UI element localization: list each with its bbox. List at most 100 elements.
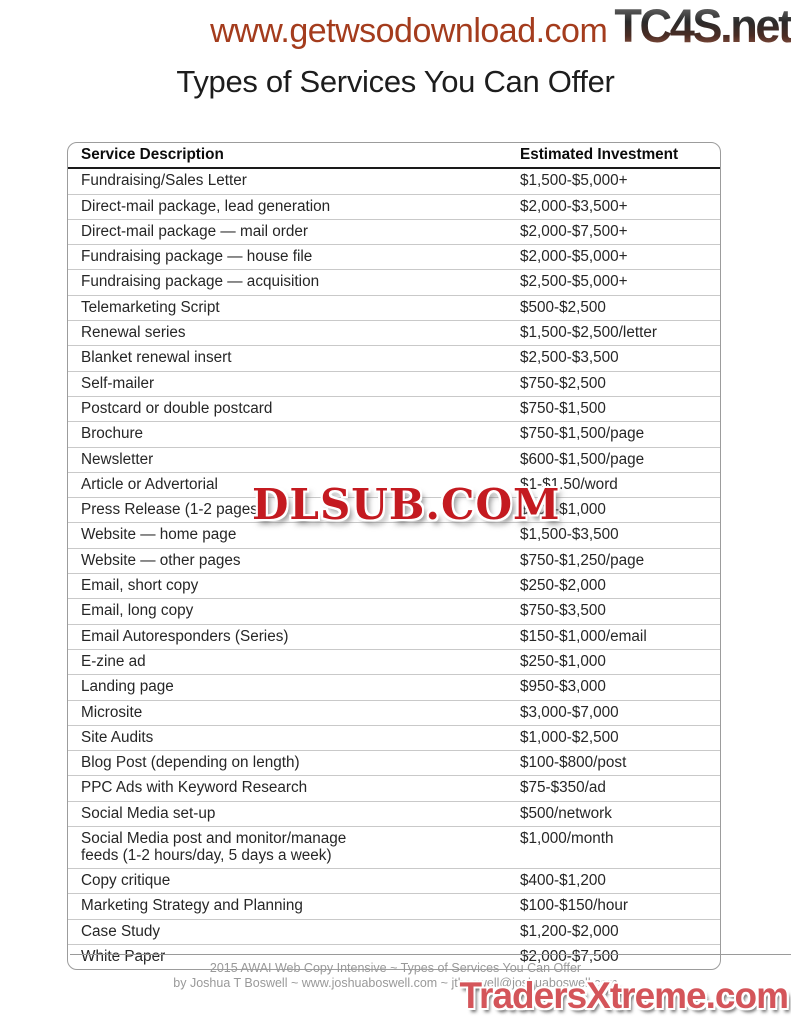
- estimated-investment-cell: $2,500-$5,000+: [520, 273, 628, 291]
- table-row: Fundraising package — acquisition $2,500-…: [68, 269, 720, 294]
- service-description-cell: Landing page: [81, 678, 174, 696]
- table-row: Postcard or double postcard $750-$1,500: [68, 395, 720, 421]
- table-row: Microsite $3,000-$7,000: [68, 699, 720, 725]
- estimated-investment-cell: $1,500-$2,500/letter: [520, 324, 657, 342]
- service-description-cell: Direct-mail package, lead generation: [81, 197, 331, 215]
- table-row: Article or Advertorial $1-$1.50/word: [68, 471, 720, 497]
- service-description-cell: Blog Post (depending on length): [81, 754, 300, 772]
- service-description-cell: White Paper: [81, 948, 166, 965]
- estimated-investment-cell: $950-$3,000: [520, 678, 606, 696]
- footer: 2015 AWAI Web Copy Intensive ~ Types of …: [0, 961, 791, 991]
- estimated-investment-cell: $400-$1,200: [520, 872, 606, 890]
- table-row: Landing page $950-$3,000: [68, 674, 720, 699]
- table-row: Fundraising/Sales Letter $1,500-$5,000+: [68, 169, 720, 193]
- service-description-cell: Newsletter: [81, 450, 154, 468]
- service-description-cell: Website — home page: [81, 526, 237, 544]
- service-description-cell: Article or Advertorial: [81, 475, 218, 493]
- estimated-investment-cell: $2,000-$7,500+: [520, 222, 628, 240]
- service-description-cell: Postcard or double postcard: [81, 399, 273, 417]
- service-description-cell: Fundraising/Sales Letter: [81, 172, 247, 190]
- service-description-cell: Telemarketing Script: [81, 298, 220, 316]
- footer-divider: [70, 954, 791, 955]
- estimated-investment-cell: $1-$1.50/word: [520, 475, 618, 493]
- service-description-cell: Renewal series: [81, 324, 186, 342]
- service-description-cell: Self-mailer: [81, 374, 155, 392]
- estimated-investment-cell: $100-$800/post: [520, 754, 627, 772]
- services-pricing-table: Service Description Estimated Investment…: [67, 142, 721, 971]
- estimated-investment-cell: $1,500-$5,000+: [520, 172, 628, 190]
- watermark-dlsub-overlay: DLSUB.COM: [250, 480, 562, 529]
- service-description-cell: Social Media post and monitor/manage fee…: [81, 830, 347, 864]
- watermark-getwsodownload-url[interactable]: www.getwsodownload.com: [210, 12, 608, 50]
- watermark-tc4s-logo: TC4S.net: [614, 0, 791, 52]
- service-description-cell: PPC Ads with Keyword Research: [81, 779, 308, 797]
- service-description-cell: E-zine ad: [81, 652, 146, 670]
- estimated-investment-cell: $100-$150/hour: [520, 897, 629, 915]
- estimated-investment-cell: $750-$2,500: [520, 374, 606, 392]
- table-row: Blanket renewal insert $2,500-$3,500: [68, 345, 720, 370]
- table-row: Site Audits $1,000-$2,500: [68, 724, 720, 750]
- table-row: Brochure $750-$1,500/page: [68, 421, 720, 446]
- estimated-investment-cell: $2,500-$3,500: [520, 349, 619, 367]
- service-description-cell: Site Audits: [81, 728, 154, 746]
- table-row: E-zine ad $250-$1,000: [68, 648, 720, 674]
- table-row: Direct-mail package — mail order $2,000-$…: [68, 218, 720, 244]
- estimated-investment-cell: $500-$1,000: [520, 501, 606, 519]
- top-watermark-bar: www.getwsodownload.com TC4S.net: [0, 2, 791, 49]
- table-row: Newsletter $600-$1,500/page: [68, 446, 720, 472]
- table-row: Press Release (1-2 pages) $500-$1,000: [68, 497, 720, 522]
- table-row: Website — other pages $750-$1,250/page: [68, 547, 720, 573]
- service-description-cell: Copy critique: [81, 872, 171, 890]
- footer-attribution-line2: by Joshua T Boswell ~ www.joshuaboswell.…: [173, 976, 618, 990]
- page-title: Types of Services You Can Offer: [176, 64, 615, 99]
- estimated-investment-cell: $3,000-$7,000: [520, 703, 619, 721]
- footer-attribution-line1: 2015 AWAI Web Copy Intensive ~ Types of …: [209, 961, 582, 975]
- service-description-cell: Fundraising package — acquisition: [81, 273, 320, 291]
- estimated-investment-cell: $750-$1,500/page: [520, 425, 645, 443]
- column-header-service-description: Service Description: [81, 146, 224, 163]
- estimated-investment-cell: $75-$350/ad: [520, 779, 606, 797]
- service-description-cell: Email, short copy: [81, 577, 199, 595]
- table-row: Website — home page $1,500-$3,500: [68, 522, 720, 547]
- service-description-cell: Case Study: [81, 922, 161, 940]
- estimated-investment-cell: $500-$2,500: [520, 298, 606, 316]
- table-row: Email, long copy $750-$3,500: [68, 598, 720, 623]
- estimated-investment-cell: $750-$1,250/page: [520, 551, 645, 569]
- estimated-investment-cell: $1,500-$3,500: [520, 526, 619, 544]
- table-row: Renewal series $1,500-$2,500/letter: [68, 320, 720, 345]
- estimated-investment-cell: $250-$2,000: [520, 577, 606, 595]
- service-description-cell: Social Media set-up: [81, 804, 216, 822]
- service-description-cell: Direct-mail package — mail order: [81, 222, 308, 240]
- column-header-estimated-investment: Estimated Investment: [520, 146, 679, 163]
- service-description-cell: Marketing Strategy and Planning: [81, 897, 303, 915]
- table-row: Social Media post and monitor/manage fee…: [68, 826, 720, 868]
- estimated-investment-cell: $2,000-$7,500: [520, 948, 619, 965]
- service-description-cell: Press Release (1-2 pages): [81, 501, 263, 519]
- service-description-cell: Email, long copy: [81, 602, 194, 620]
- estimated-investment-cell: $150-$1,000/email: [520, 627, 647, 645]
- estimated-investment-cell: $600-$1,500/page: [520, 450, 645, 468]
- estimated-investment-cell: $1,200-$2,000: [520, 922, 619, 940]
- table-row: Blog Post (depending on length) $100-$800…: [68, 750, 720, 775]
- estimated-investment-cell: $250-$1,000: [520, 652, 606, 670]
- estimated-investment-cell: $2,000-$5,000+: [520, 248, 628, 266]
- estimated-investment-cell: $750-$1,500: [520, 399, 606, 417]
- service-description-cell: Microsite: [81, 703, 143, 721]
- service-description-cell: Brochure: [81, 425, 144, 443]
- table-header-row: Service Description Estimated Investment: [68, 143, 720, 170]
- table-row: Direct-mail package, lead generation $2,0…: [68, 193, 720, 219]
- table-row: Marketing Strategy and Planning $100-$150…: [68, 893, 720, 918]
- estimated-investment-cell: $1,000-$2,500: [520, 728, 619, 746]
- estimated-investment-cell: $750-$3,500: [520, 602, 606, 620]
- table-row: Fundraising package — house file $2,000-$…: [68, 244, 720, 269]
- table-row: Email Autoresponders (Series) $150-$1,000…: [68, 623, 720, 649]
- table-row: Self-mailer $750-$2,500: [68, 370, 720, 396]
- table-body: Fundraising/Sales Letter $1,500-$5,000+ Di…: [68, 169, 720, 969]
- service-description-cell: Website — other pages: [81, 551, 241, 569]
- table-row: Copy critique $400-$1,200: [68, 868, 720, 893]
- table-row: Case Study $1,200-$2,000: [68, 918, 720, 944]
- table-row: Telemarketing Script $500-$2,500: [68, 294, 720, 320]
- estimated-investment-cell: $2,000-$3,500+: [520, 197, 628, 215]
- watermark-tradersxtreme-overlay: TradersXtreme.com: [457, 975, 791, 1016]
- table-row: White Paper $2,000-$7,500: [68, 944, 720, 969]
